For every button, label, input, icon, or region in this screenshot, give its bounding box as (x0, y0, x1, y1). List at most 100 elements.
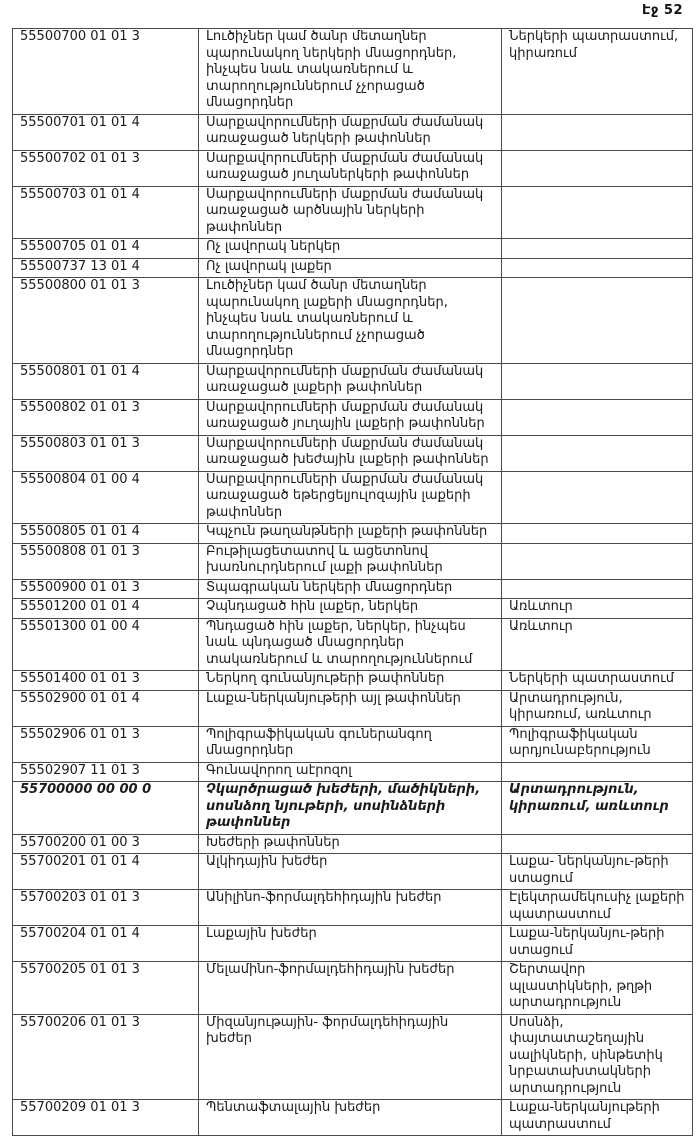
source-cell: Լաքա-ներկանյու-թերի ստացում (501, 925, 693, 962)
source-cell: Էլեկտրամեկուսիչ լաքերի պատրաստում (501, 889, 693, 926)
table-row: 55700201 01 01 4 Ալկիդային խեժեր Լաքա- ներ… (12, 853, 693, 890)
description-cell: Մելամինո-ֆորմալդեհիդային խեժեր (198, 961, 502, 1015)
table-row: 55501400 01 01 3 Ներկող գունանյութերի թափ… (12, 670, 693, 691)
description-cell: Պոլիգրաֆիկական գուներանգող մնացորդներ (198, 725, 502, 763)
table-row: 55500900 01 01 3 Տպագրական ներկերի մնացոր… (12, 578, 693, 599)
description-cell: Սարքավորումների մաքրման ժամանակ առաջացած… (198, 113, 502, 151)
description-cell: Խեժերի թափոններ (198, 833, 502, 854)
source-cell (501, 542, 693, 580)
description-cell: Լաքային խեժեր (198, 925, 502, 962)
code-cell: 55500803 01 01 3 (12, 434, 199, 472)
source-cell (501, 470, 693, 524)
source-cell: Լաքա- ներկանյու-թերի ստացում (501, 853, 693, 890)
code-cell: 55502906 01 01 3 (12, 725, 199, 763)
description-cell: Անիլինո-ֆորմալդեհիդային խեժեր (198, 889, 502, 926)
table-row: 55700204 01 01 4 Լաքային խեժեր Լաքա-ներկան… (12, 925, 693, 962)
table-row: 55500808 01 01 3 Բութիլացետատով և ացետոնո… (12, 542, 693, 580)
description-cell: Լաքա-ներկանյութերի այլ թափոններ (198, 689, 502, 727)
description-cell: Տպագրական ներկերի մնացորդներ (198, 578, 502, 599)
source-cell: Արտադրություն, կիրառում, առևտուր (501, 781, 693, 835)
source-cell (501, 362, 693, 400)
source-cell: Շերտավոր պլաստիկների, թղթի արտադրություն (501, 961, 693, 1015)
code-cell: 55500800 01 01 3 (12, 277, 199, 364)
code-cell: 55501400 01 01 3 (12, 670, 199, 691)
description-cell: Միզանյութային- ֆորմալդեհիդային խեժեր (198, 1013, 502, 1100)
source-cell (501, 761, 693, 782)
table-row: 55502900 01 01 4 Լաքա-ներկանյութերի այլ թ… (12, 689, 693, 727)
source-cell (501, 149, 693, 187)
code-cell: 55700201 01 01 4 (12, 853, 199, 890)
table-row: 55700000 00 00 0 Չկարծրացած խեժերի, մածիկ… (12, 781, 693, 835)
code-cell: 55500702 01 01 3 (12, 149, 199, 187)
source-cell: Արտադրություն, կիրառում, առևտուր (501, 689, 693, 727)
table-row: 55700200 01 00 3 Խեժերի թափոններ (12, 833, 693, 854)
source-cell: Ներկերի պատրաստում (501, 670, 693, 691)
source-cell (501, 277, 693, 364)
source-cell: Ներկերի պատրաստում, կիրառում (501, 28, 693, 115)
source-cell (501, 578, 693, 599)
source-cell: Լաքա-ներկանյութերի պատրաստում (501, 1099, 693, 1136)
table-row: 55501300 01 00 4 Պնդացած հին լաքեր, ներկե… (12, 617, 693, 671)
code-cell: 55500703 01 01 4 (12, 185, 199, 239)
description-cell: Լուծիչներ կամ ծանր մետաղներ պարունակող ն… (198, 28, 502, 115)
table-row: 55700209 01 01 3 Պենտաֆտալային խեժեր Լաքա-… (12, 1099, 693, 1136)
description-cell: Բութիլացետատով և ացետոնով խառնուրդներում… (198, 542, 502, 580)
code-cell: 55502907 11 01 3 (12, 761, 199, 782)
table-row: 55500805 01 01 4 Կպչուն թաղանթների լաքերի… (12, 523, 693, 544)
table-row: 55500702 01 01 3 Սարքավորումների մաքրման … (12, 149, 693, 187)
description-cell: Սարքավորումների մաքրման ժամանակ առաջացած… (198, 185, 502, 239)
code-cell: 55500805 01 01 4 (12, 523, 199, 544)
source-cell: Պոլիգրաֆիկական արդյունաբերություն (501, 725, 693, 763)
page-number-label: Էջ 52 (641, 3, 683, 18)
source-cell (501, 238, 693, 259)
description-cell: Չպնդացած հին լաքեր, ներկեր (198, 598, 502, 619)
code-cell: 55500701 01 01 4 (12, 113, 199, 151)
code-cell: 55502900 01 01 4 (12, 689, 199, 727)
source-cell: Առևտուր (501, 617, 693, 671)
code-cell: 55700203 01 01 3 (12, 889, 199, 926)
code-cell: 55700200 01 00 3 (12, 833, 199, 854)
description-cell: Պնդացած հին լաքեր, ներկեր, ինչպես նաև պն… (198, 617, 502, 671)
table-row: 55502907 11 01 3 Գունավորող աէրոզոլ (12, 761, 693, 782)
source-cell (501, 434, 693, 472)
code-cell: 55500802 01 01 3 (12, 398, 199, 436)
code-cell: 55500808 01 01 3 (12, 542, 199, 580)
table-row: 55700206 01 01 3 Միզանյութային- ֆորմալդեհ… (12, 1013, 693, 1100)
code-cell: 55500700 01 01 3 (12, 28, 199, 115)
table-row: 55500703 01 01 4 Սարքավորումների մաքրման … (12, 185, 693, 239)
table-row: 55500737 13 01 4 Ոչ լավորակ լաքեր (12, 257, 693, 278)
description-cell: Չկարծրացած խեժերի, մածիկների, սոսնձող նյ… (198, 781, 502, 835)
waste-classification-table: 55500700 01 01 3 Լուծիչներ կամ ծանր մետաղ… (12, 28, 693, 1136)
description-cell: Լուծիչներ կամ ծանր մետաղներ պարունակող լ… (198, 277, 502, 364)
code-cell: 55700205 01 01 3 (12, 961, 199, 1015)
code-cell: 55700204 01 01 4 (12, 925, 199, 962)
table-row: 55700205 01 01 3 Մելամինո-ֆորմալդեհիդային… (12, 961, 693, 1015)
table-row: 55500701 01 01 4 Սարքավորումների մաքրման … (12, 113, 693, 151)
description-cell: Ոչ լավորակ ներկեր (198, 238, 502, 259)
table-row: 55500801 01 01 4 Սարքավորումների մաքրման … (12, 362, 693, 400)
description-cell: Սարքավորումների մաքրման ժամանակ առաջացած… (198, 398, 502, 436)
code-cell: 55500801 01 01 4 (12, 362, 199, 400)
table-row: 55700203 01 01 3 Անիլինո-ֆորմալդեհիդային … (12, 889, 693, 926)
description-cell: Գունավորող աէրոզոլ (198, 761, 502, 782)
code-cell: 55500804 01 00 4 (12, 470, 199, 524)
code-cell: 55500737 13 01 4 (12, 257, 199, 278)
description-cell: Սարքավորումների մաքրման ժամանակ առաջացած… (198, 470, 502, 524)
source-cell (501, 523, 693, 544)
table-row: 55500804 01 00 4 Սարքավորումների մաքրման … (12, 470, 693, 524)
code-cell: 55700206 01 01 3 (12, 1013, 199, 1100)
table-row: 55500803 01 01 3 Սարքավորումների մաքրման … (12, 434, 693, 472)
source-cell (501, 833, 693, 854)
table-row: 55500800 01 01 3 Լուծիչներ կամ ծանր մետաղ… (12, 277, 693, 364)
table-row: 55500802 01 01 3 Սարքավորումների մաքրման … (12, 398, 693, 436)
description-cell: Կպչուն թաղանթների լաքերի թափոններ (198, 523, 502, 544)
source-cell (501, 398, 693, 436)
code-cell: 55500705 01 01 4 (12, 238, 199, 259)
description-cell: Ներկող գունանյութերի թափոններ (198, 670, 502, 691)
description-cell: Ալկիդային խեժեր (198, 853, 502, 890)
table-row: 55500700 01 01 3 Լուծիչներ կամ ծանր մետաղ… (12, 28, 693, 115)
source-cell: Սոսնձի, փայտատաշեղային սալիկների, սինթետ… (501, 1013, 693, 1100)
source-cell (501, 113, 693, 151)
description-cell: Սարքավորումների մաքրման ժամանակ առաջացած… (198, 434, 502, 472)
source-cell (501, 185, 693, 239)
